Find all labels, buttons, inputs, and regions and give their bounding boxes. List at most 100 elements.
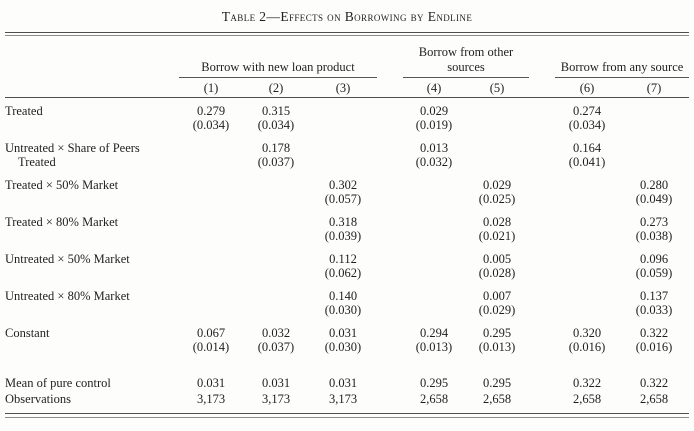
column-gap xyxy=(529,77,556,99)
row-label xyxy=(5,229,179,252)
coef-cell xyxy=(179,178,243,192)
coef-cell xyxy=(179,141,243,155)
column-gap xyxy=(529,303,555,326)
coef-cell: 0.005 xyxy=(482,252,512,267)
coef-cell: 0.137 xyxy=(639,289,669,304)
col-number-7: (7) xyxy=(619,77,690,99)
se-cell xyxy=(179,303,243,326)
coef-cell: 0.294 xyxy=(419,326,449,341)
column-gap xyxy=(377,303,403,326)
coef-cell xyxy=(619,141,689,155)
column-gap xyxy=(529,155,555,178)
row-label: Treated xyxy=(5,104,43,119)
coef-cell xyxy=(309,141,377,155)
se-cell xyxy=(243,229,309,252)
se-cell xyxy=(465,118,529,141)
coef-cell xyxy=(179,252,243,266)
col-number-2: (2) xyxy=(243,77,309,99)
se-cell xyxy=(243,192,309,215)
column-gap xyxy=(529,141,555,155)
se-cell: (0.034) xyxy=(568,118,606,133)
se-cell: (0.028) xyxy=(478,266,516,281)
se-cell xyxy=(179,229,243,252)
column-gap xyxy=(377,289,403,303)
se-cell: (0.038) xyxy=(635,229,673,244)
table-row: Treated × 50% Market 0.302 0.029 0.280 xyxy=(5,178,689,192)
row-label xyxy=(5,118,179,141)
row-label: Untreated × 50% Market xyxy=(5,252,130,267)
se-cell: (0.034) xyxy=(257,118,295,133)
se-cell: (0.029) xyxy=(478,303,516,318)
column-gap xyxy=(377,391,403,412)
coef-cell xyxy=(243,215,309,229)
se-cell xyxy=(179,155,243,178)
column-gap xyxy=(529,289,555,303)
coef-cell: 0.112 xyxy=(329,252,357,267)
se-cell xyxy=(465,155,529,178)
se-cell: (0.013) xyxy=(478,340,516,355)
coef-cell xyxy=(309,98,377,119)
table-row: Constant 0.067 0.032 0.031 0.294 0.295 0.320 0.… xyxy=(5,326,689,340)
se-cell xyxy=(243,303,309,326)
top-double-rule xyxy=(5,32,689,37)
coef-cell: 0.029 xyxy=(419,104,449,119)
coef-cell: 0.302 xyxy=(328,178,358,193)
table-row: Treated × 80% Market 0.318 0.028 0.273 xyxy=(5,215,689,229)
summary-cell: 3,173 xyxy=(328,392,358,407)
se-cell xyxy=(309,155,377,178)
col-group-new-loan-product: Borrow with new loan product xyxy=(179,36,377,79)
coef-cell xyxy=(555,178,619,192)
coef-cell: 0.274 xyxy=(572,104,602,119)
row-label: Untreated × 80% Market xyxy=(5,289,130,304)
se-cell: (0.034) xyxy=(192,118,230,133)
row-label: Treated × 80% Market xyxy=(5,215,119,230)
empty-header-cell xyxy=(5,77,179,99)
row-label: Mean of pure control xyxy=(5,376,111,391)
coef-cell xyxy=(619,98,689,119)
column-gap xyxy=(377,215,403,229)
summary-cell: 0.031 xyxy=(261,376,291,391)
column-gap xyxy=(529,118,555,141)
table-row-se: (0.034) (0.034) (0.019) (0.034) xyxy=(5,118,689,141)
table-row-se: Treated (0.037) (0.032) (0.041) xyxy=(5,155,689,178)
col-number-4: (4) xyxy=(403,77,465,99)
summary-cell: 2,658 xyxy=(482,392,512,407)
coef-cell: 0.067 xyxy=(196,326,226,341)
row-label: Constant xyxy=(5,326,50,341)
se-cell: (0.057) xyxy=(324,192,362,207)
column-gap xyxy=(377,375,403,391)
regression-table: Borrow with new loan product Borrow from… xyxy=(5,36,690,413)
column-gap xyxy=(529,391,555,412)
column-gap xyxy=(529,326,555,340)
se-cell xyxy=(619,155,689,178)
coef-cell xyxy=(403,215,465,229)
se-cell xyxy=(403,303,465,326)
se-cell xyxy=(619,118,689,141)
column-gap xyxy=(529,229,555,252)
row-label xyxy=(5,192,179,215)
column-gap xyxy=(377,229,403,252)
coef-cell: 0.029 xyxy=(482,178,512,193)
row-label: Observations xyxy=(5,392,71,407)
column-gap xyxy=(529,98,555,119)
coef-cell: 0.320 xyxy=(572,326,602,341)
coef-cell xyxy=(243,178,309,192)
column-gap xyxy=(377,36,403,78)
column-gap xyxy=(529,252,555,266)
col-number-5: (5) xyxy=(465,77,530,99)
coef-cell: 0.028 xyxy=(482,215,512,230)
coef-cell xyxy=(403,289,465,303)
se-cell: (0.037) xyxy=(257,340,295,355)
se-cell xyxy=(555,303,619,326)
table-row: Untreated × Share of Peers 0.178 0.013 0.16… xyxy=(5,141,689,155)
se-cell xyxy=(179,192,243,215)
coef-cell: 0.280 xyxy=(639,178,669,193)
spacer-cell xyxy=(5,363,689,375)
column-gap xyxy=(377,252,403,266)
group-header-row: Borrow with new loan product Borrow from… xyxy=(5,36,690,79)
table-body: Treated 0.279 0.315 0.029 0.274 (0.034) (0.034… xyxy=(5,98,689,413)
summary-cell: 0.031 xyxy=(196,376,226,391)
coef-cell xyxy=(403,178,465,192)
column-gap xyxy=(529,178,555,192)
